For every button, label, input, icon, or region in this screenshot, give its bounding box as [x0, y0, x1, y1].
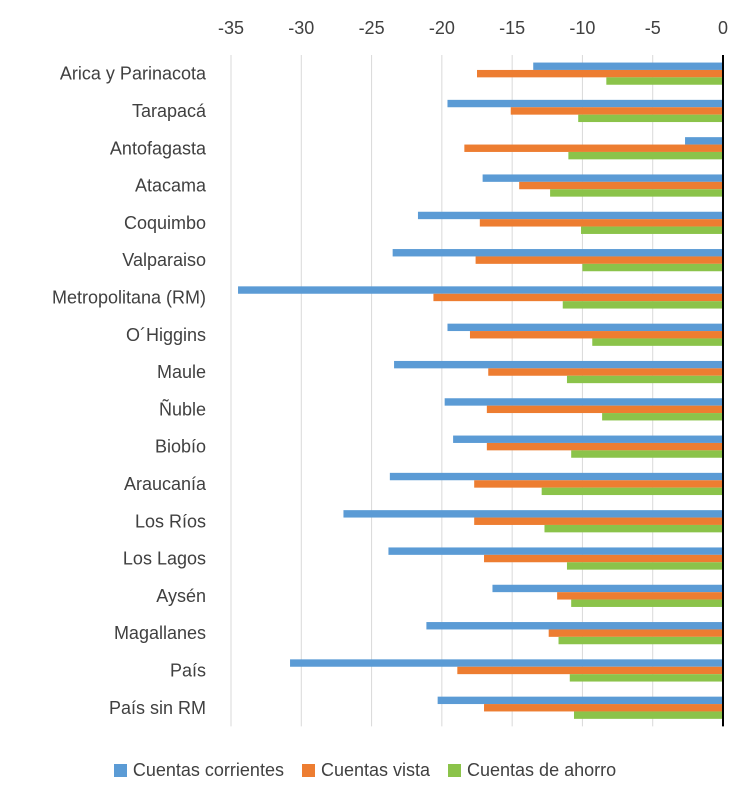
- bar-vista: [474, 480, 723, 488]
- bar-ahorro: [566, 562, 723, 570]
- category-label: Maule: [157, 362, 206, 382]
- category-label: Atacama: [135, 176, 207, 196]
- bar-vista: [557, 592, 723, 600]
- legend-swatch-ahorro: [448, 764, 462, 777]
- bar-ahorro: [571, 450, 723, 458]
- bar-vista: [519, 181, 723, 190]
- bar-ahorro: [602, 413, 723, 421]
- bar-corrientes: [482, 174, 723, 182]
- bar-ahorro: [606, 77, 723, 85]
- category-label: Magallanes: [114, 623, 206, 643]
- bar-vista: [486, 405, 723, 414]
- legend-label-corrientes: Cuentas corrientes: [132, 760, 284, 780]
- bar-corrientes: [417, 211, 723, 220]
- bar-ahorro: [544, 524, 723, 533]
- category-label: Araucanía: [124, 474, 207, 494]
- bar-ahorro: [568, 151, 723, 160]
- bar-ahorro: [550, 189, 723, 197]
- legend-item-ahorro: Cuentas de ahorro: [448, 760, 616, 781]
- bar-corrientes: [437, 696, 723, 705]
- bar-ahorro: [573, 711, 723, 719]
- bar-vista: [488, 368, 723, 376]
- legend-swatch-corrientes: [113, 764, 127, 777]
- category-label: Los Ríos: [135, 511, 206, 531]
- category-label: Metropolitana (RM): [52, 287, 206, 307]
- bar-corrientes: [343, 510, 723, 518]
- category-label: Antofagasta: [110, 138, 207, 158]
- bar-ahorro: [578, 114, 723, 123]
- category-label: Coquimbo: [124, 213, 206, 233]
- legend: Cuentas corrientes Cuentas vista Cuentas…: [0, 760, 730, 781]
- bar-corrientes: [492, 584, 723, 593]
- legend-swatch-vista: [301, 764, 315, 777]
- bar-vista: [510, 107, 723, 115]
- bar-ahorro: [566, 375, 723, 384]
- bar-ahorro: [558, 636, 723, 645]
- category-label: Aysén: [156, 586, 206, 606]
- category-label: Arica y Parinacota: [60, 64, 207, 84]
- bar-corrientes: [426, 622, 723, 630]
- x-tick-label: -5: [645, 18, 661, 38]
- bar-corrientes: [388, 547, 723, 555]
- bar-ahorro: [581, 226, 723, 234]
- bar-ahorro: [562, 301, 723, 309]
- bar-corrientes: [392, 249, 723, 257]
- category-label: Ñuble: [159, 398, 206, 419]
- category-label: Biobío: [155, 437, 206, 457]
- category-label: Tarapacá: [132, 101, 207, 121]
- category-label: País sin RM: [109, 698, 206, 718]
- legend-label-vista: Cuentas vista: [320, 760, 431, 780]
- bar-corrientes: [238, 286, 723, 294]
- x-tick-label: -35: [218, 18, 244, 38]
- legend-item-corrientes: Cuentas corrientes: [113, 760, 284, 781]
- bar-vista: [433, 293, 723, 302]
- bar-ahorro: [569, 674, 723, 682]
- bar-ahorro: [571, 599, 723, 607]
- bar-vista: [548, 629, 723, 637]
- bar-corrientes: [290, 659, 723, 667]
- category-label: O´Higgins: [126, 325, 206, 345]
- bar-vista: [479, 219, 723, 227]
- x-tick-label: -20: [429, 18, 455, 38]
- bar-corrientes: [447, 99, 723, 108]
- bar-ahorro: [592, 338, 723, 346]
- category-label: Valparaiso: [122, 250, 206, 270]
- x-tick-label: 0: [718, 18, 728, 38]
- bar-corrientes: [685, 137, 723, 145]
- bar-vista: [464, 144, 723, 152]
- x-tick-label: -15: [499, 18, 525, 38]
- bar-vista: [474, 517, 723, 525]
- bar-ahorro: [582, 263, 723, 272]
- bar-corrientes: [447, 323, 723, 332]
- legend-item-vista: Cuentas vista: [301, 760, 431, 781]
- bar-vista: [457, 666, 723, 675]
- bar-corrientes: [533, 62, 723, 70]
- x-tick-label: -25: [359, 18, 385, 38]
- bar-corrientes: [444, 398, 723, 406]
- bar-vista: [469, 331, 723, 339]
- bar-vista: [484, 554, 723, 563]
- bar-corrientes: [389, 472, 723, 481]
- x-tick-label: -10: [569, 18, 595, 38]
- bar-vista: [475, 256, 723, 264]
- bar-vista: [477, 69, 723, 78]
- category-label: Los Lagos: [123, 549, 206, 569]
- legend-label-ahorro: Cuentas de ahorro: [467, 760, 617, 780]
- bar-corrientes: [453, 435, 723, 443]
- bar-vista: [484, 704, 723, 712]
- bar-corrientes: [394, 360, 723, 369]
- category-label: País: [170, 660, 206, 680]
- bar-vista: [486, 442, 723, 451]
- bar-ahorro: [541, 487, 723, 496]
- x-tick-label: -30: [288, 18, 314, 38]
